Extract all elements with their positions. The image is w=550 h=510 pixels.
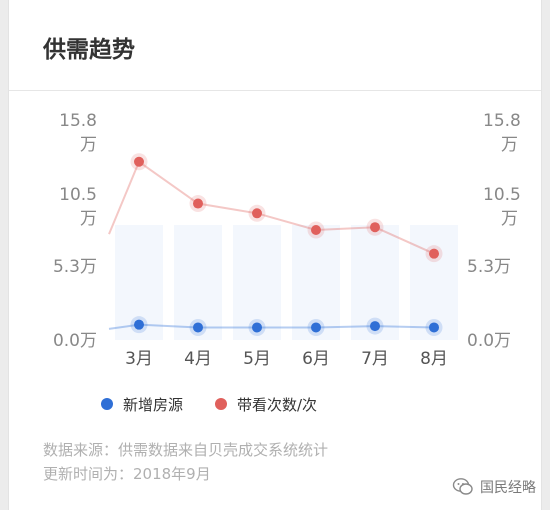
wechat-icon xyxy=(452,478,473,495)
data-source-note: 数据来源：供需数据来自贝壳成交系统统计 更新时间为：2018年9月 xyxy=(43,438,328,486)
y-tick-label: 5.3万 xyxy=(467,257,511,277)
card-title: 供需趋势 xyxy=(43,37,135,63)
data-point xyxy=(252,322,262,333)
chart-band xyxy=(174,225,222,340)
chart-band xyxy=(292,225,340,340)
y-tick-label: 万 xyxy=(80,209,97,229)
legend-dot-new-listings xyxy=(101,398,113,410)
watermark-text: 国民经略 xyxy=(480,480,536,496)
legend-dot-viewings xyxy=(215,398,227,410)
legend-label-new-listings: 新增房源 xyxy=(123,395,184,414)
updated-text: 更新时间为：2018年9月 xyxy=(43,465,211,483)
x-tick-label: 4月 xyxy=(184,349,212,369)
y-tick-label: 10.5 xyxy=(483,185,521,205)
y-tick-label: 万 xyxy=(501,209,518,229)
x-tick-label: 7月 xyxy=(361,349,389,369)
source-text: 数据来源：供需数据来自贝壳成交系统统计 xyxy=(43,441,329,459)
trend-chart: 15.8 万 10.5 万 5.3万 0.0万 15.8 万 10.5 万 5.3万 0.0万 3月… xyxy=(53,111,521,369)
data-point xyxy=(193,322,203,333)
chart-band xyxy=(233,225,281,340)
watermark: 国民经略 xyxy=(452,476,536,498)
data-point xyxy=(429,322,439,333)
card-header: 供需趋势 xyxy=(9,0,541,91)
legend-item-new-listings[interactable]: 新增房源 xyxy=(101,392,183,416)
y-tick-label: 15.8 xyxy=(59,111,97,131)
data-point xyxy=(311,322,321,333)
x-tick-label: 8月 xyxy=(420,349,448,369)
data-point xyxy=(134,156,144,167)
legend-label-viewings: 带看次数/次 xyxy=(237,395,318,414)
data-point xyxy=(370,222,380,233)
data-point xyxy=(134,319,144,330)
data-point xyxy=(370,321,380,332)
data-point xyxy=(429,248,439,259)
chart-points xyxy=(130,153,443,336)
x-tick-label: 6月 xyxy=(302,349,330,369)
x-tick-label: 5月 xyxy=(243,349,271,369)
y-tick-label: 0.0万 xyxy=(53,331,97,351)
x-axis: 3月 4月 5月 6月 7月 8月 xyxy=(125,349,448,369)
y-axis-left: 15.8 万 10.5 万 5.3万 0.0万 xyxy=(53,111,97,351)
y-tick-label: 万 xyxy=(80,135,97,155)
legend-item-viewings[interactable]: 带看次数/次 xyxy=(215,392,317,416)
data-point xyxy=(193,198,203,209)
chart-band xyxy=(410,225,458,340)
y-tick-label: 10.5 xyxy=(59,185,97,205)
supply-demand-card: 供需趋势 15.8 万 10.5 万 5.3万 0.0万 15.8 万 10.5 万 5.3万 0.… xyxy=(8,0,542,510)
y-axis-right: 15.8 万 10.5 万 5.3万 0.0万 xyxy=(467,111,521,351)
data-point xyxy=(252,208,262,219)
y-tick-label: 0.0万 xyxy=(467,331,511,351)
y-tick-label: 5.3万 xyxy=(53,257,97,277)
y-tick-label: 15.8 xyxy=(483,111,521,131)
data-point xyxy=(311,225,321,235)
chart-band xyxy=(351,225,399,340)
y-tick-label: 万 xyxy=(501,135,518,155)
x-tick-label: 3月 xyxy=(125,349,153,369)
